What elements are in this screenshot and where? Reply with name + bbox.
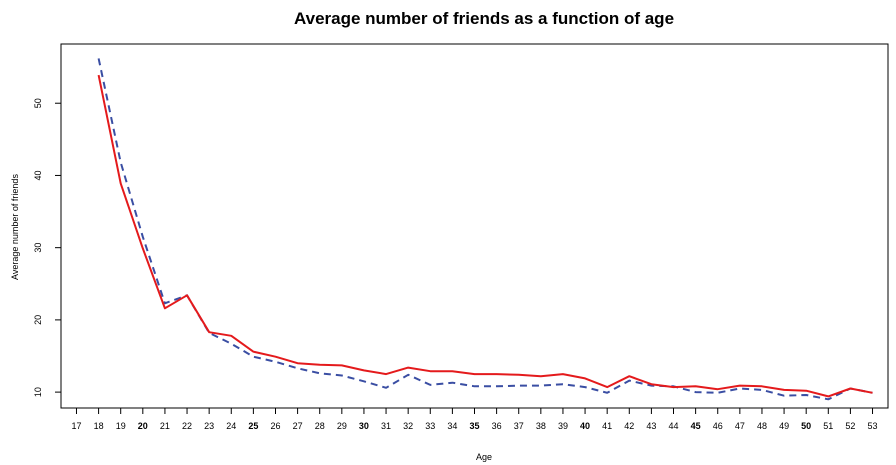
x-tick-label: 35 [469, 421, 479, 431]
x-tick-label: 51 [823, 421, 833, 431]
x-tick-label: 23 [204, 421, 214, 431]
series-line-solid [97, 74, 873, 398]
y-tick-label: 10 [33, 387, 43, 397]
y-axis: 10 20 30 40 50 [33, 98, 61, 397]
plot-frame [60, 43, 889, 409]
y-tick-label: 20 [33, 315, 43, 325]
x-tick-label: 44 [669, 421, 679, 431]
y-tick-label: 30 [33, 243, 43, 253]
x-tick-label: 36 [492, 421, 502, 431]
x-tick-label: 21 [160, 421, 170, 431]
x-tick-label: 29 [337, 421, 347, 431]
x-axis-label: Age [476, 452, 492, 462]
x-tick-label: 52 [845, 421, 855, 431]
series-line-dashed [97, 58, 873, 401]
y-tick-label: 50 [33, 98, 43, 108]
x-tick-label: 46 [713, 421, 723, 431]
x-axis: 17 18 19 20 21 22 23 24 25 26 27 28 29 30 31 32 33 34 35 36… [71, 408, 878, 431]
x-tick-label: 17 [71, 421, 81, 431]
x-tick-label: 48 [757, 421, 767, 431]
x-tick-label: 45 [691, 421, 701, 431]
x-tick-label: 42 [624, 421, 634, 431]
x-tick-label: 50 [801, 421, 811, 431]
x-tick-label: 37 [514, 421, 524, 431]
x-tick-label: 40 [580, 421, 590, 431]
x-tick-label: 33 [425, 421, 435, 431]
x-tick-label: 19 [116, 421, 126, 431]
x-tick-label: 39 [558, 421, 568, 431]
x-tick-label: 27 [293, 421, 303, 431]
x-tick-label: 38 [536, 421, 546, 431]
x-tick-label: 31 [381, 421, 391, 431]
x-tick-label: 18 [94, 421, 104, 431]
x-tick-label: 25 [248, 421, 258, 431]
x-tick-label: 28 [315, 421, 325, 431]
x-tick-label: 24 [226, 421, 236, 431]
x-tick-label: 43 [646, 421, 656, 431]
x-tick-label: 20 [138, 421, 148, 431]
x-tick-label: 53 [868, 421, 878, 431]
series-layer [97, 58, 873, 401]
y-tick-label: 40 [33, 170, 43, 180]
x-tick-label: 47 [735, 421, 745, 431]
x-tick-label: 30 [359, 421, 369, 431]
x-tick-label: 34 [447, 421, 457, 431]
x-tick-label: 32 [403, 421, 413, 431]
x-tick-label: 26 [270, 421, 280, 431]
y-axis-label: Average number of friends [10, 174, 20, 280]
x-tick-label: 22 [182, 421, 192, 431]
x-tick-label: 41 [602, 421, 612, 431]
chart-title: Average number of friends as a function … [294, 9, 674, 28]
x-tick-label: 49 [779, 421, 789, 431]
